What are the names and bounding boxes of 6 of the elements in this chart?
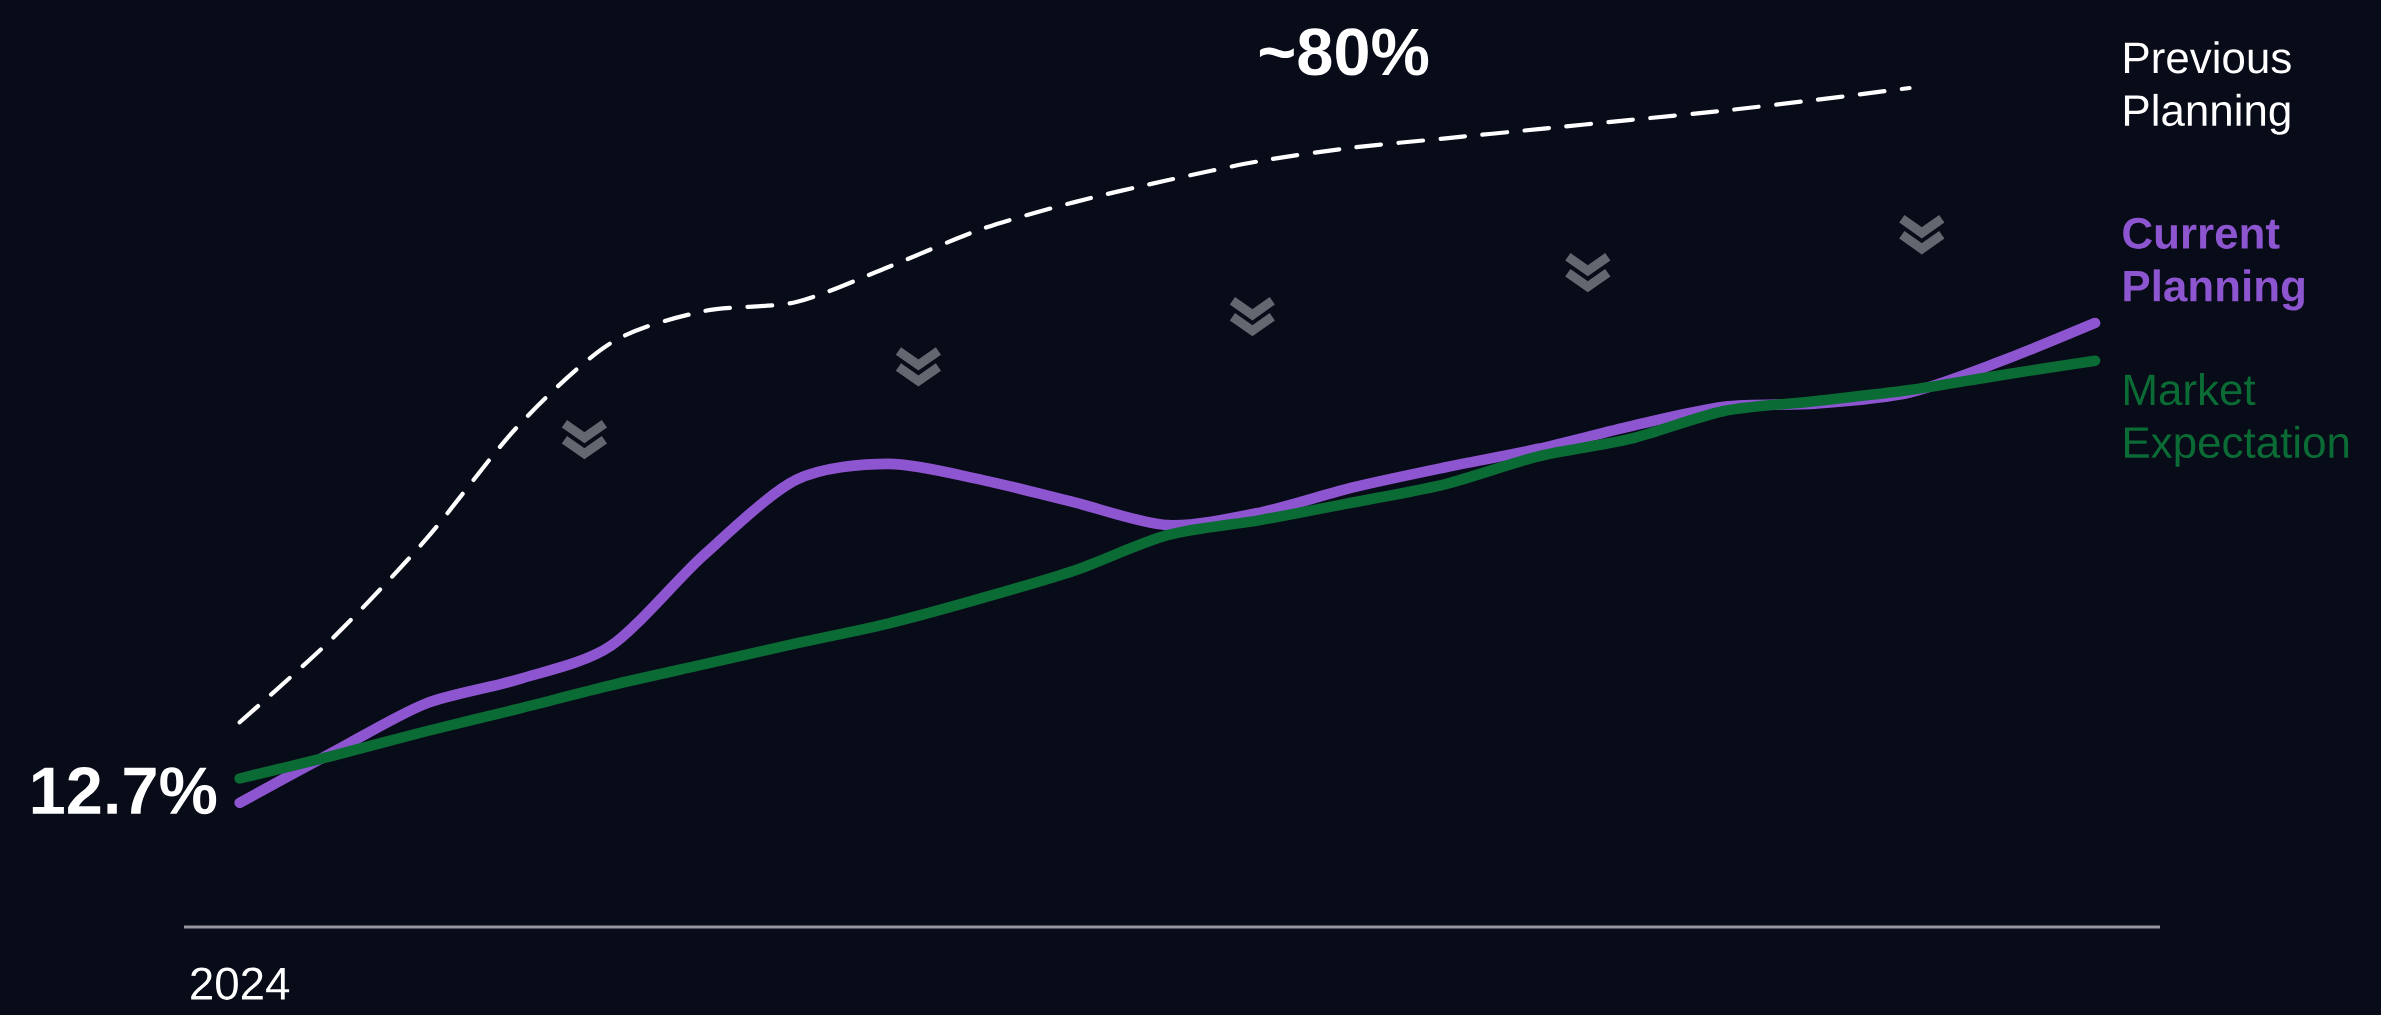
series-label: Market Expectation xyxy=(2124,373,2349,467)
text: Previous Planning xyxy=(2124,41,2291,135)
series-label: Current Planning xyxy=(2123,217,2305,311)
annotation: 12.7% xyxy=(32,767,217,815)
text: ~80% xyxy=(1259,28,1429,76)
text: 2024 xyxy=(191,967,290,1000)
